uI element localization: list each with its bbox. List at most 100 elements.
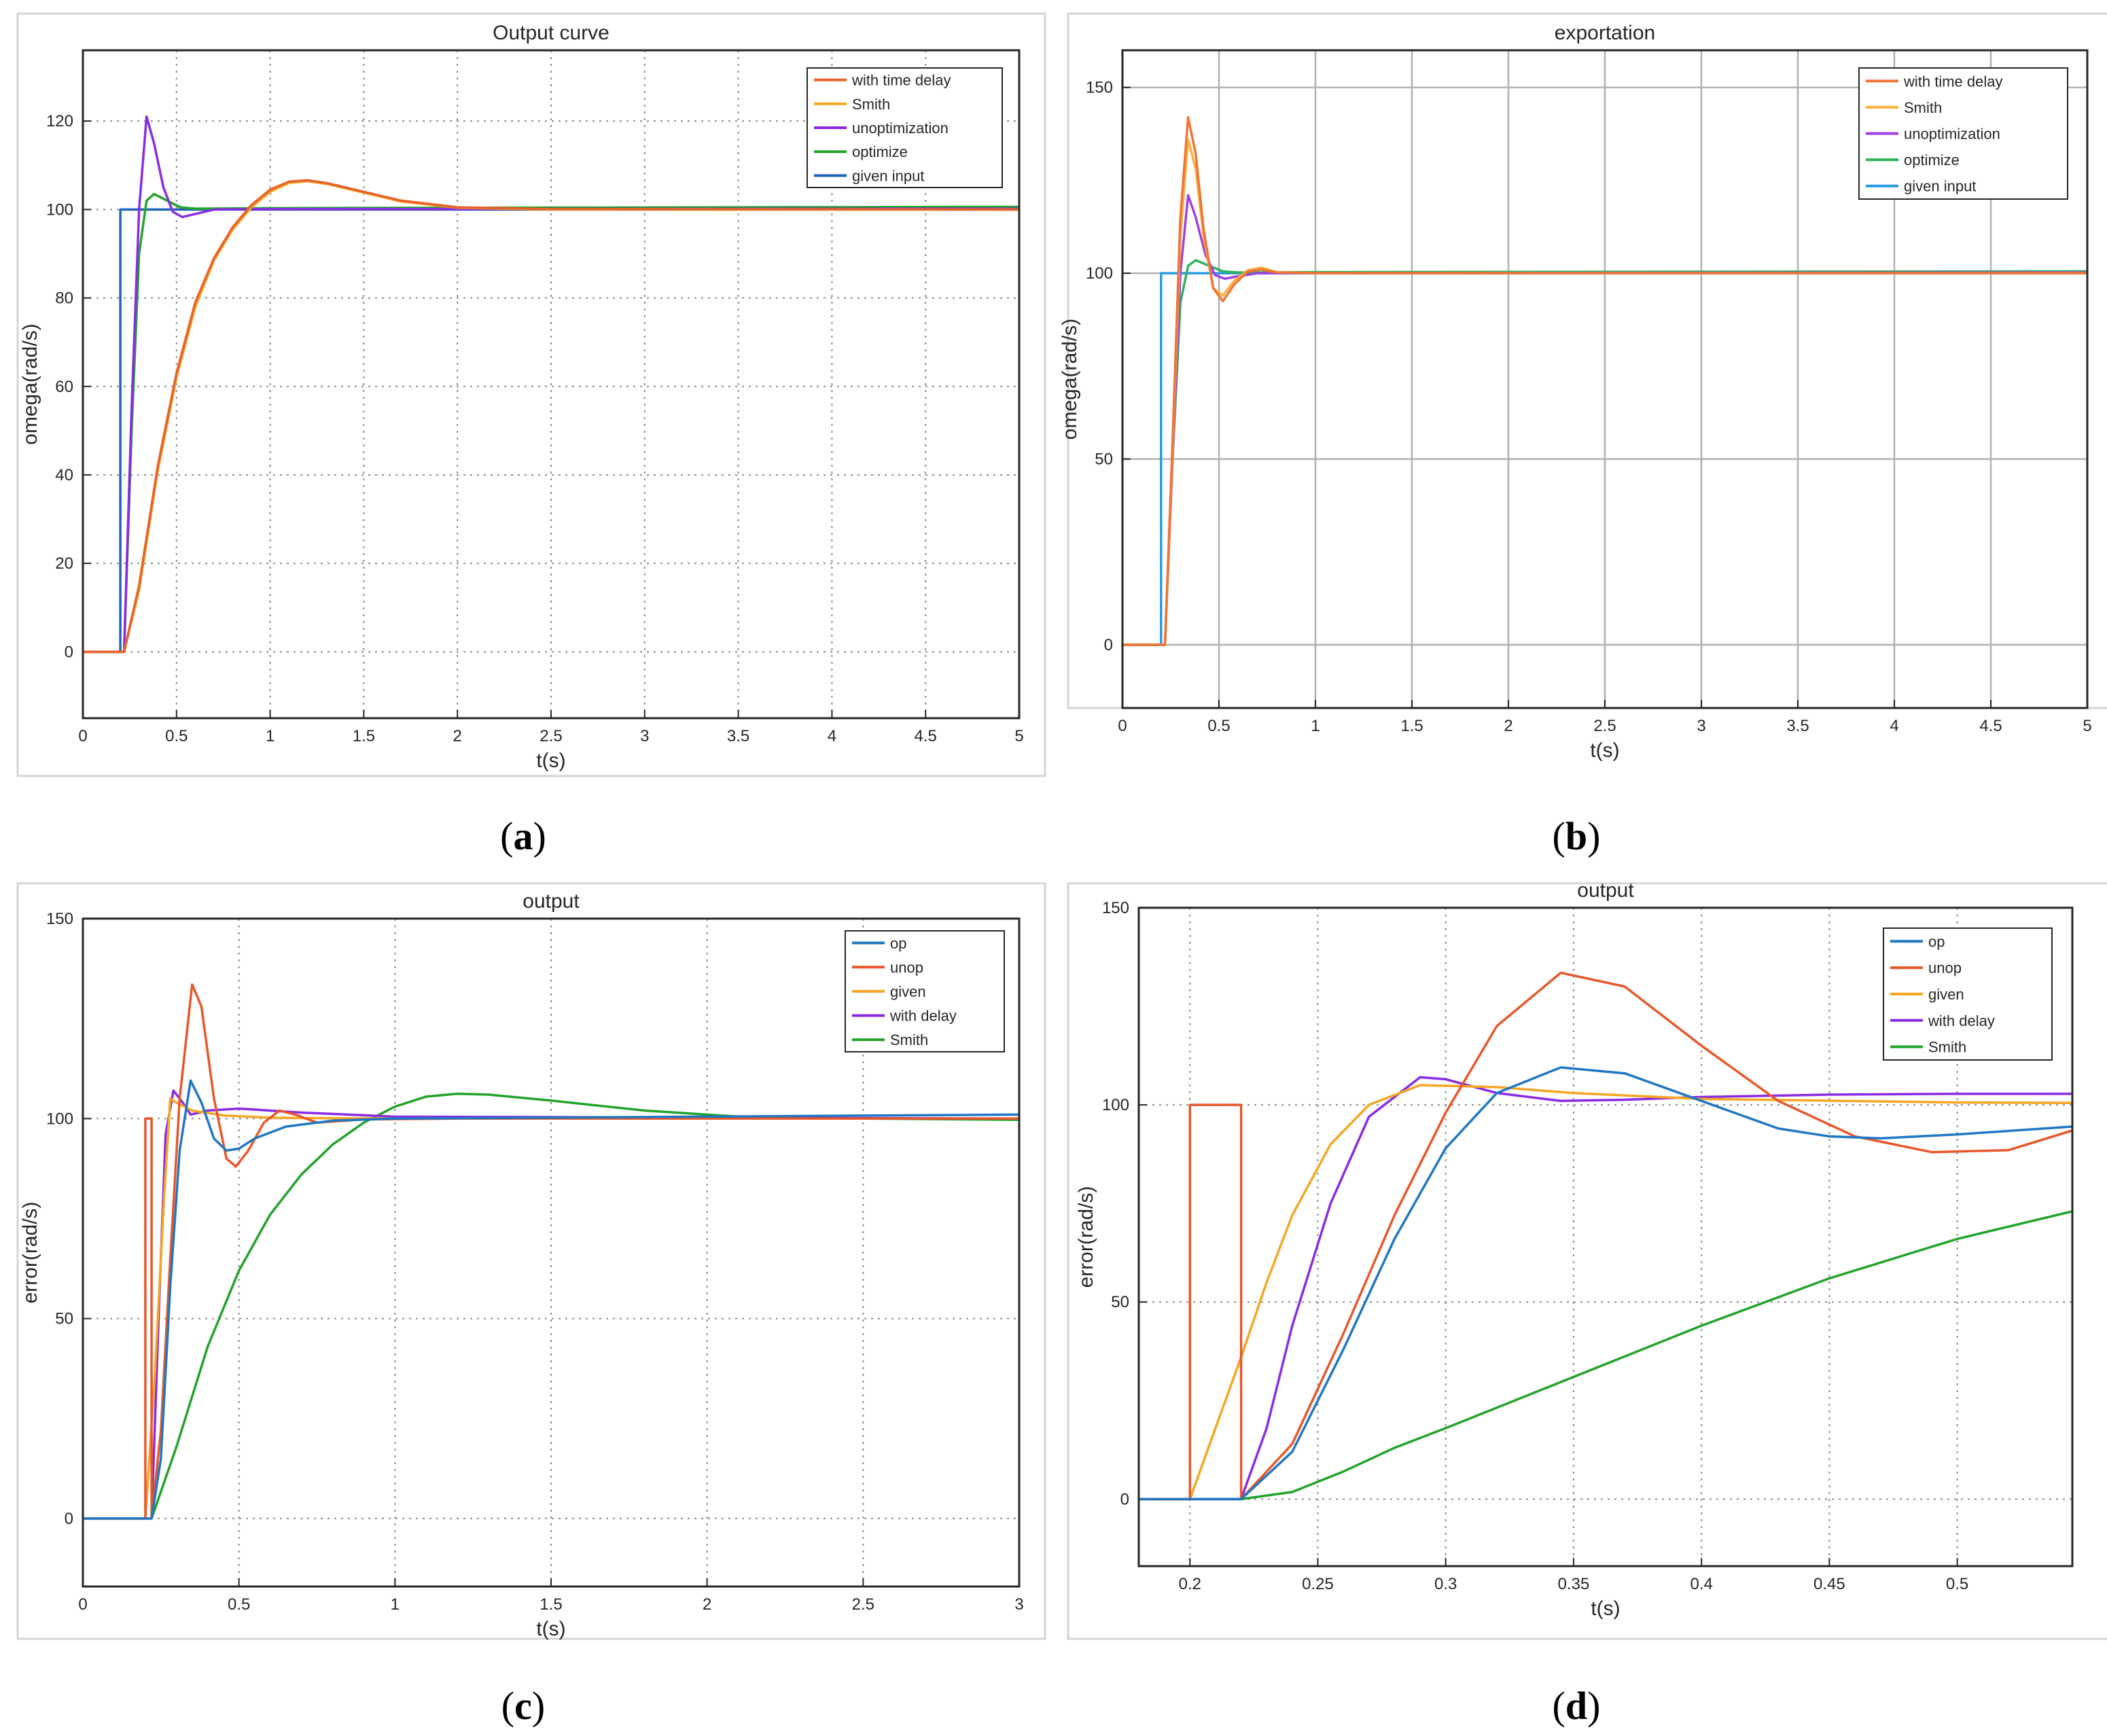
x-tick-label: 0.45 [1813,1575,1845,1593]
series-group [1139,971,2072,1501]
x-tick-label: 0.5 [1207,717,1230,735]
x-tick-label: 0.25 [1302,1575,1334,1593]
legend-label: Smith [852,96,890,113]
y-axis-label: error(rad/s) [1075,1186,1097,1288]
panel-d: 0.2 0.25 0.3 0.35 0.4 0.45 0.5 0 50 100 150 output t… [1067,879,2107,1640]
plot-border [1137,906,2074,1567]
y-tick-label: 60 [55,378,73,396]
x-tick-label: 2.5 [539,727,562,745]
x-tick-label: 2.5 [1593,717,1616,735]
legend-label: unop [1928,959,1962,976]
x-axis-label: t(s) [536,1618,565,1640]
legend-label: given input [852,167,924,184]
x-tick-label: 0.4 [1690,1575,1712,1593]
legend-label: op [890,935,906,952]
legend: op unop given with delay Smith [1883,927,2053,1061]
x-tick-label: 3.5 [1786,717,1809,735]
y-axis-label: omega(rad/s) [19,323,41,444]
x-tick-label: 2.5 [852,1595,874,1614]
y-tick-label: 50 [1111,1293,1129,1311]
legend-label: optimize [852,143,908,160]
y-tick-label: 150 [46,910,73,928]
x-tick-label: 0.35 [1558,1575,1590,1593]
series-line-op [83,1079,1019,1520]
caption-a: (a) [500,814,546,858]
y-tick-label: 20 [55,554,73,573]
x-tick-label: 3 [1697,717,1705,735]
series-line-with-time-delay [83,179,1019,654]
series-line-with-delay [1139,1076,2072,1501]
series-group [1122,116,2087,646]
x-tick-label: 1 [391,1595,400,1614]
x-tick-label: 0 [78,727,87,745]
y-tick-label: 100 [46,200,73,219]
legend-label: Smith [1928,1039,1966,1056]
y-tick-label: 0 [65,643,73,661]
legend-label: with time delay [1903,73,2003,90]
y-tick-label: 0 [65,1510,73,1528]
x-tick-label: 1.5 [1400,717,1423,735]
series-line-smith [1139,1210,2072,1501]
series-group [83,115,1019,654]
y-tick-label: 50 [55,1310,73,1328]
y-tick-label: 120 [46,112,73,130]
panel-a: 0 0.5 1 1.5 2 2.5 3 3.5 4 4.5 5 0 20 40 60 80 100 120 Outp… [16,12,1046,777]
plot-border [82,917,1021,1588]
legend-label: with delay [889,1008,957,1025]
x-tick-label: 0.5 [165,727,188,745]
legend: with time delay Smith unoptimization optimi… [807,67,1003,188]
x-tick-label: 3 [640,727,649,745]
x-tick-label: 0.5 [228,1595,250,1614]
y-tick-label: 100 [1086,264,1113,283]
chart-title: exportation [1555,22,1655,44]
x-tick-label: 0.2 [1179,1575,1201,1593]
legend-box [807,67,1003,188]
x-axis-label: t(s) [1590,739,1619,762]
series-line-unoptimization [83,115,1019,654]
caption-d: (d) [1553,1684,1601,1728]
y-tick-label: 150 [1102,899,1129,917]
x-tick-label: 0.5 [1946,1575,1968,1593]
y-tick-label: 150 [1086,79,1113,97]
x-tick-label: 4 [1890,717,1898,735]
legend-label: given [890,983,926,1000]
plot-border [1121,49,2089,709]
x-tick-label: 3.5 [727,727,749,745]
legend-label: unop [890,959,923,976]
x-tick-label: 1 [266,727,275,745]
series-line-unop [83,983,1019,1520]
x-tick-label: 4.5 [915,727,937,745]
x-tick-label: 1 [1311,717,1320,735]
legend: op unop given with delay Smith [845,930,1005,1052]
x-tick-label: 0.3 [1434,1575,1457,1593]
y-tick-label: 100 [46,1110,73,1128]
panel-c: 0 0.5 1 1.5 2 2.5 3 0 50 100 150 output t(s) error(ra… [16,882,1046,1640]
x-axis-label: t(s) [1591,1597,1620,1620]
chart-title: Output curve [493,22,609,44]
legend-label: optimize [1904,152,1960,169]
caption-b: (b) [1553,814,1601,858]
x-tick-label: 3 [1014,1595,1023,1614]
series-line-op [1139,1066,2072,1501]
chart-title: output [523,890,580,913]
chart-title: output [1577,879,1634,902]
plot-border [82,49,1021,720]
legend: with time delay Smith unoptimization optimi… [1858,67,2068,200]
y-tick-label: 80 [55,289,73,308]
panel-b: 0 0.5 1 1.5 2 2.5 3 3.5 4 4.5 5050100150exportatio… [1059,12,2107,762]
caption-c: (c) [501,1684,545,1728]
legend-label: op [1928,933,1945,950]
x-tick-label: 0 [78,1595,87,1614]
y-tick-label: 50 [1095,450,1113,469]
x-tick-label: 4.5 [1979,717,2002,735]
x-axis-label: t(s) [536,749,565,772]
series-line-smith [83,1093,1019,1520]
legend-label: unoptimization [852,120,949,137]
y-tick-label: 40 [55,466,73,484]
y-axis-label: error(rad/s) [19,1201,41,1303]
legend-label: with time delay [851,72,951,89]
x-tick-label: 1.5 [353,727,375,745]
y-tick-label: 0 [1104,636,1113,654]
legend-label: given [1928,986,1964,1003]
